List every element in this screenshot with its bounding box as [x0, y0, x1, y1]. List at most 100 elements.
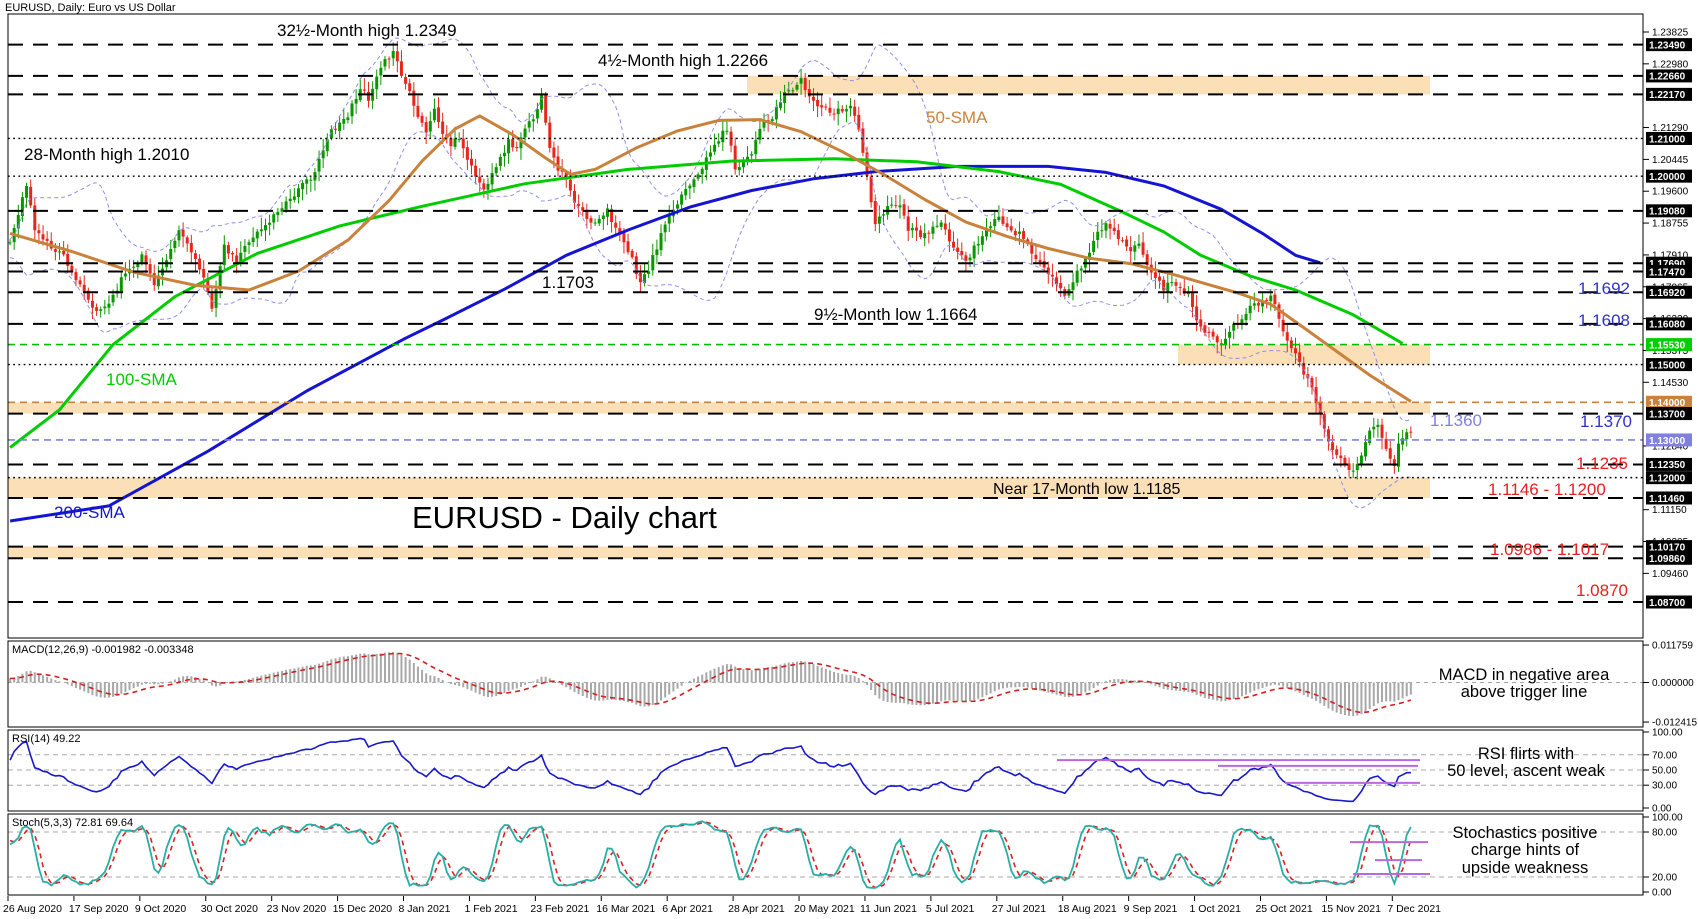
- date-axis-label: 26 Aug 2020: [3, 903, 62, 915]
- price-axis-level-label: 1.22660: [1649, 72, 1686, 83]
- price-axis-level-box: [1646, 491, 1692, 505]
- support-1-0870: 1.0870: [1576, 581, 1628, 600]
- date-axis-label: 17 Sep 2020: [69, 903, 129, 915]
- price-axis-level-box: [1646, 204, 1692, 218]
- sma-200-line: [9, 164, 1321, 523]
- price-axis-level-box: [1646, 317, 1692, 331]
- rsi-line: [9, 737, 1411, 803]
- price-axis-level-label: 1.12350: [1649, 460, 1686, 471]
- price-axis-level-label: 1.23490: [1649, 40, 1686, 51]
- price-axis-tick-label: 1.14530: [1652, 378, 1689, 389]
- price-axis-tick-label: 1.21290: [1652, 123, 1689, 134]
- price-axis-level-label: 1.10170: [1649, 542, 1686, 553]
- stoch-axis-label: 20.00: [1652, 873, 1677, 884]
- date-axis-label: 25 Oct 2021: [1255, 903, 1312, 915]
- price-axis-tick-label: 1.20445: [1652, 155, 1689, 166]
- price-axis-level-box: [1646, 338, 1692, 352]
- date-axis-label: 20 May 2021: [794, 903, 855, 915]
- price-axis-level-box: [1646, 38, 1692, 52]
- price-axis-tick-label: 1.09460: [1652, 569, 1689, 580]
- panel-frame-0: [7, 13, 1644, 639]
- macd-signal-line: [10, 652, 1412, 714]
- price-axis-level-box: [1646, 87, 1692, 101]
- price-axis-tick-label: 1.17910: [1652, 250, 1689, 261]
- annotation-9month-low: 9½-Month low 1.1664: [814, 305, 978, 324]
- price-axis-level-box: [1646, 457, 1692, 471]
- annotation-17month-low: Near 17-Month low 1.1185: [993, 481, 1181, 498]
- resistance-1-1608: 1.1608: [1578, 311, 1630, 330]
- rsi-panel-label: RSI(14) 49.22: [12, 733, 81, 745]
- rsi-note: RSI flirts with 50 level, ascent weak: [1447, 745, 1605, 781]
- stoch-axis-label: 0.00: [1652, 888, 1672, 899]
- sma-100-line: [9, 157, 1404, 449]
- date-axis-label: 9 Oct 2020: [135, 903, 187, 915]
- stoch-axis-label: 80.00: [1652, 828, 1677, 839]
- price-axis-level-box: [1646, 407, 1692, 421]
- price-axis-level-box: [1646, 395, 1692, 409]
- chart-main-title: EURUSD - Daily chart: [412, 500, 717, 535]
- annotation-28month-high: 28-Month high 1.2010: [24, 145, 190, 164]
- panel-frame-2: [7, 729, 1644, 812]
- supply-demand-zone-4: [8, 477, 1430, 498]
- date-axis-label: 23 Feb 2021: [530, 903, 589, 915]
- price-axis-level-label: 1.16080: [1649, 320, 1686, 331]
- price-axis-level-label: 1.16920: [1649, 288, 1686, 299]
- panel-frame-3: [7, 813, 1644, 896]
- macd-axis-label: -0.012415: [1652, 718, 1697, 729]
- annotation-32month-high: 32½-Month high 1.2349: [277, 21, 457, 40]
- supply-demand-zone-1: [747, 75, 1430, 95]
- price-axis-level-box: [1646, 551, 1692, 565]
- bollinger-upper: [9, 37, 1412, 422]
- date-axis-label: 1 Oct 2021: [1190, 903, 1242, 915]
- date-axis-label: 27 Jul 2021: [992, 903, 1046, 915]
- price-axis-level-label: 1.19080: [1649, 207, 1686, 218]
- price-axis-level-label: 1.08700: [1649, 598, 1686, 609]
- stoch-panel[interactable]: [8, 820, 1643, 889]
- price-axis-level-box: [1646, 264, 1692, 278]
- price-axis-level-label: 1.17470: [1649, 267, 1686, 278]
- resistance-1-1692: 1.1692: [1578, 279, 1630, 298]
- supply-demand-zone-5: [8, 546, 1430, 559]
- price-axis-level-box: [1646, 595, 1692, 609]
- rsi-axis-label: 70.00: [1652, 750, 1677, 761]
- support-range-1: 1.1146 - 1.1200: [1488, 480, 1606, 499]
- main-chart-layer[interactable]: [8, 37, 1643, 604]
- annotation-4month-high: 4½-Month high 1.2266: [598, 51, 769, 70]
- macd-panel[interactable]: [8, 652, 1643, 717]
- macd-axis-label: 0.011759: [1652, 641, 1693, 652]
- resistance-1-1370: 1.1370: [1580, 412, 1632, 431]
- date-axis-label: 16 Mar 2021: [596, 903, 655, 915]
- date-axis-label: 23 Nov 2020: [267, 903, 327, 915]
- rsi-axis-label: 30.00: [1652, 781, 1677, 792]
- stoch-panel-label: Stoch(5,3,3) 72.81 69.64: [12, 817, 134, 829]
- rsi-axis-label: 100.00: [1652, 728, 1683, 739]
- price-axis-level-box: [1646, 131, 1692, 145]
- price-axis-level-label: 1.21000: [1649, 134, 1686, 145]
- stoch-axis-label: 100.00: [1652, 813, 1683, 824]
- window-title: EURUSD, Daily: Euro vs US Dollar: [5, 2, 176, 14]
- price-axis-tick-label: 1.12840: [1652, 441, 1689, 452]
- price-axis-level-box: [1646, 169, 1692, 183]
- price-axis-level-label: 1.13700: [1649, 409, 1686, 420]
- price-axis-level-box: [1646, 358, 1692, 372]
- price-axis-tick-label: 1.19600: [1652, 187, 1689, 198]
- stoch-d-line: [9, 821, 1412, 889]
- rsi-panel[interactable]: [8, 737, 1643, 803]
- price-axis-level-label: 1.14000: [1649, 398, 1686, 409]
- price-axis-level-box: [1646, 540, 1692, 554]
- date-axis-label: 11 Jun 2021: [860, 903, 917, 915]
- price-axis-level-label: 1.12000: [1649, 473, 1686, 484]
- date-axis-label: 7 Dec 2021: [1387, 903, 1441, 915]
- rsi-axis-label: 0.00: [1652, 804, 1672, 815]
- price-axis-level-label: 1.22170: [1649, 90, 1686, 101]
- price-axis-level-box: [1646, 285, 1692, 299]
- date-axis-label: 9 Sep 2021: [1124, 903, 1178, 915]
- support-range-2: 1.0986 - 1.1017: [1490, 540, 1610, 559]
- sma100-label: 100-SMA: [106, 370, 177, 389]
- supply-demand-zone-2: [1178, 344, 1430, 365]
- panel-frame-1: [7, 640, 1644, 728]
- price-axis-level-label: 1.15530: [1649, 340, 1686, 351]
- date-axis-label: 15 Nov 2021: [1321, 903, 1381, 915]
